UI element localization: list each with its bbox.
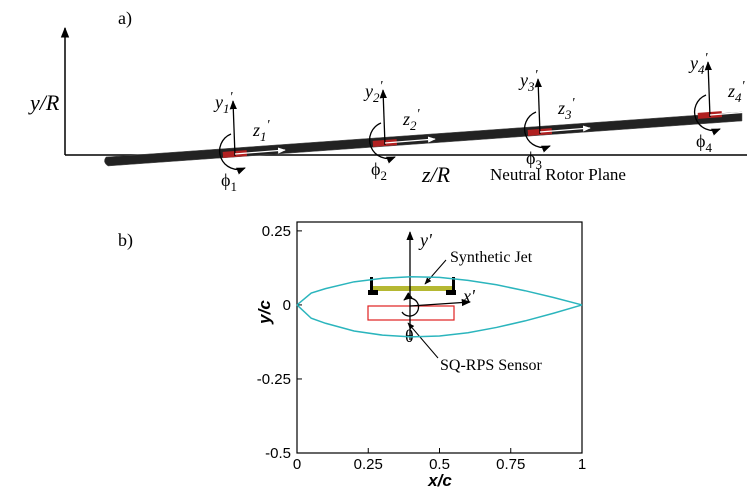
station-z-label-part: ' [267, 118, 271, 133]
annotation: SQ-RPS Sensor [440, 357, 542, 374]
station-z-label: z1' [252, 118, 271, 144]
annotation: y' [418, 230, 433, 250]
station-y-label-part: ' [230, 90, 234, 105]
x-tick-label: 0 [293, 456, 301, 473]
station-z-label: z2' [402, 107, 421, 133]
jet-block [446, 290, 456, 295]
station-y-label-part: 3 [527, 79, 535, 94]
x-tick-label: 0.75 [496, 456, 525, 473]
station-y-label-part: ' [705, 51, 709, 66]
station-y-label-part: y [213, 92, 223, 112]
station-z-label-part: 4 [735, 90, 742, 105]
blade [104, 111, 743, 167]
y-tick-label: 0.25 [262, 223, 291, 240]
annotation: θ [405, 326, 414, 346]
x-tick-label: 1 [578, 456, 586, 473]
jet [370, 286, 455, 291]
axis-label: z/R [421, 162, 451, 187]
x-axis-label: x/c [427, 471, 452, 490]
station-z-label-part: z [727, 81, 735, 101]
angle-part: 3 [535, 157, 542, 172]
jet-block [368, 290, 378, 295]
station-y-label-part: y [518, 70, 528, 90]
annotation: Synthetic Jet [450, 249, 533, 266]
station-z-label: z3' [557, 96, 576, 122]
rotation-arrow [219, 133, 246, 175]
airfoil-line [296, 276, 583, 306]
station-z-label-part: ' [417, 107, 421, 122]
angle-part: 2 [380, 168, 387, 183]
station-z-label: z4' [727, 79, 746, 105]
plane-label: Neutral Rotor Plane [490, 165, 626, 184]
station-y-axis [704, 61, 712, 118]
angle-part: ϕ [371, 159, 380, 179]
station-z-axis [709, 111, 747, 116]
y-tick-label: -0.25 [257, 371, 291, 388]
station-angle-label: ϕ1 [221, 170, 237, 194]
sensor [367, 305, 455, 321]
rotation-arrow [694, 94, 721, 136]
station-z-label-part: ' [742, 79, 746, 94]
axis-label: y/R [28, 90, 60, 115]
rotation-arrow [369, 122, 396, 164]
station-z-axis [234, 147, 286, 155]
plot-frame [296, 221, 583, 454]
station-y-label-part: 4 [698, 62, 705, 77]
y-tick-label: -0.5 [265, 445, 291, 462]
station-y-label-part: 1 [223, 101, 230, 116]
jet-wall [452, 277, 455, 291]
panel-label: b) [118, 230, 133, 251]
x-prime-axis [409, 298, 471, 307]
station-y-label-part: 2 [373, 90, 380, 105]
station-angle-label: ϕ4 [696, 131, 712, 155]
station-y-label-part: ' [380, 79, 384, 94]
rotation-arrow [401, 292, 420, 317]
rotation-arrow [524, 111, 551, 153]
angle-part: 1 [230, 179, 237, 194]
station-angle-label: ϕ2 [371, 159, 387, 183]
station-y-label: y3' [518, 68, 539, 94]
y-axis-label: y/c [255, 300, 274, 325]
station-angle-label: ϕ3 [526, 148, 542, 172]
annotation: x' [462, 286, 476, 306]
station-z-label-part: z [402, 109, 410, 129]
station-z-axis [384, 136, 436, 144]
y-tick-label: 0 [283, 297, 291, 314]
airfoil-line [296, 304, 583, 338]
angle-part: ϕ [696, 131, 705, 151]
station-z-label-part: 2 [410, 118, 417, 133]
pointer [424, 259, 447, 285]
x-tick-label: 0.25 [354, 456, 383, 473]
station-y-label-part: y [688, 53, 698, 73]
panel-label: a) [118, 8, 132, 29]
station-z-label-part: 1 [260, 129, 267, 144]
station-y-axis [534, 78, 542, 135]
station-z-axis [539, 125, 591, 133]
station-y-axis [229, 100, 237, 157]
station-z-label-part: ' [572, 96, 576, 111]
station-y-label-part: ' [535, 68, 539, 83]
station-y-label-part: y [363, 81, 373, 101]
x-tick-label: 0.5 [429, 456, 450, 473]
angle-part: 4 [705, 140, 712, 155]
angle-part: ϕ [221, 170, 230, 190]
jet-wall [370, 277, 373, 291]
station-y-label: y2' [363, 79, 384, 105]
station-z-label-part: z [557, 98, 565, 118]
station-y-label: y4' [688, 51, 709, 77]
pointer [407, 322, 439, 359]
station-z-label-part: 3 [564, 107, 572, 122]
station-y-label: y1' [213, 90, 234, 116]
station-z-label-part: z [252, 120, 260, 140]
station-y-axis [379, 89, 387, 146]
angle-part: ϕ [526, 148, 535, 168]
